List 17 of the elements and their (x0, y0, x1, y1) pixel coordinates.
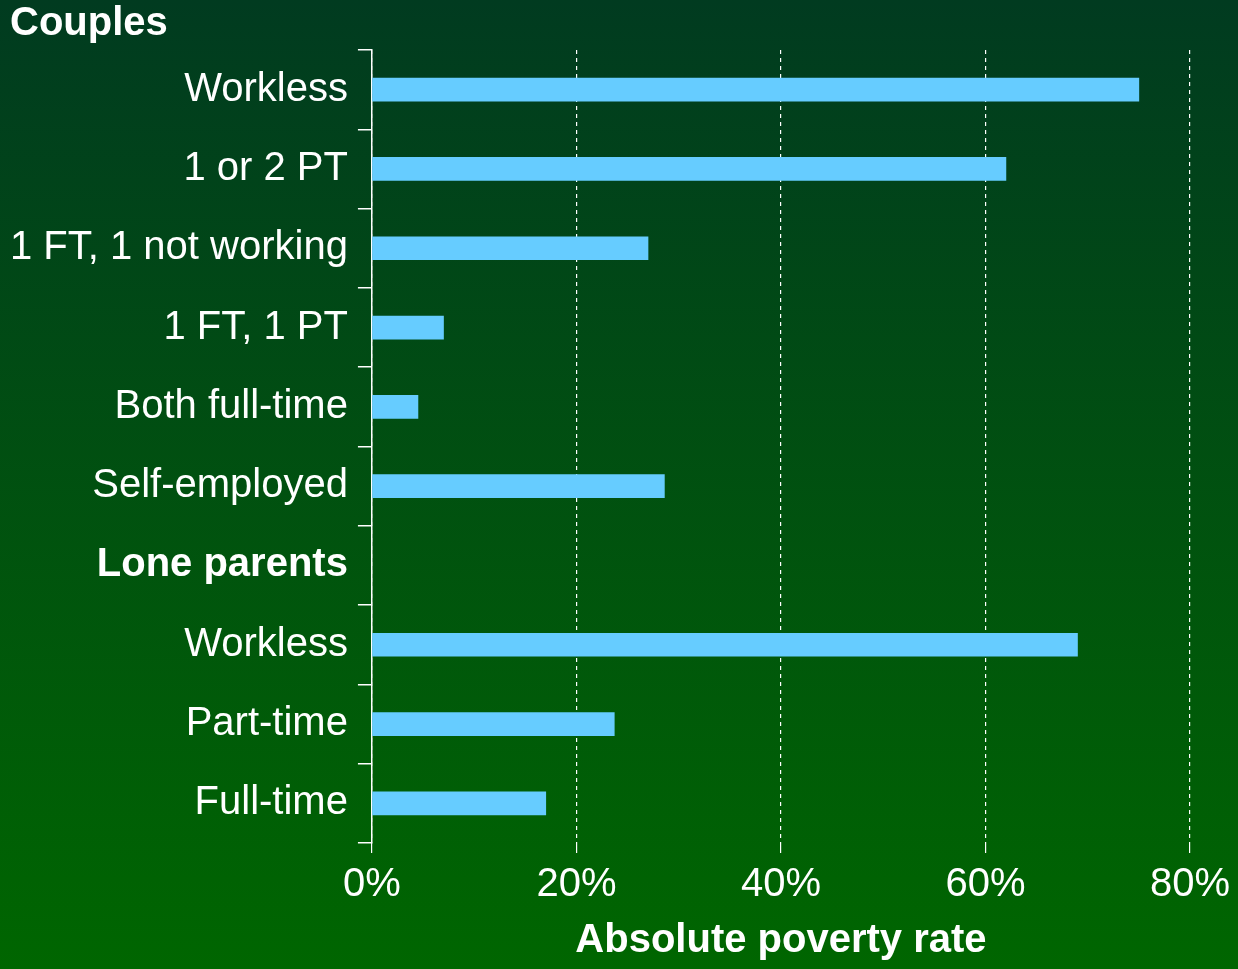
text: Couples (10, 0, 168, 44)
y-tick-label: 1 FT, 1 not working (9, 223, 348, 268)
y-tick-label: Both full-time (114, 381, 348, 426)
x-tick-label: 40% (740, 860, 821, 905)
x-tick-label: 20% (536, 860, 617, 905)
x-tick-label: 0% (343, 860, 401, 905)
y-tick-label: Full-time (194, 778, 348, 823)
x-tick-label: 80% (1149, 860, 1230, 905)
y-tick-label: 1 FT, 1 PT (163, 302, 348, 347)
x-axis-title: Absolute poverty rate (575, 916, 987, 961)
y-tick-label: Workless (184, 619, 348, 664)
y-tick-label: Workless (184, 64, 348, 109)
y-tick-label: Self-employed (92, 461, 348, 506)
y-tick-label: 1 or 2 PT (183, 143, 348, 188)
y-tick-label: Part-time (185, 699, 348, 744)
x-tick-label: 60% (945, 860, 1026, 905)
y-tick-label: Lone parents (96, 540, 348, 585)
